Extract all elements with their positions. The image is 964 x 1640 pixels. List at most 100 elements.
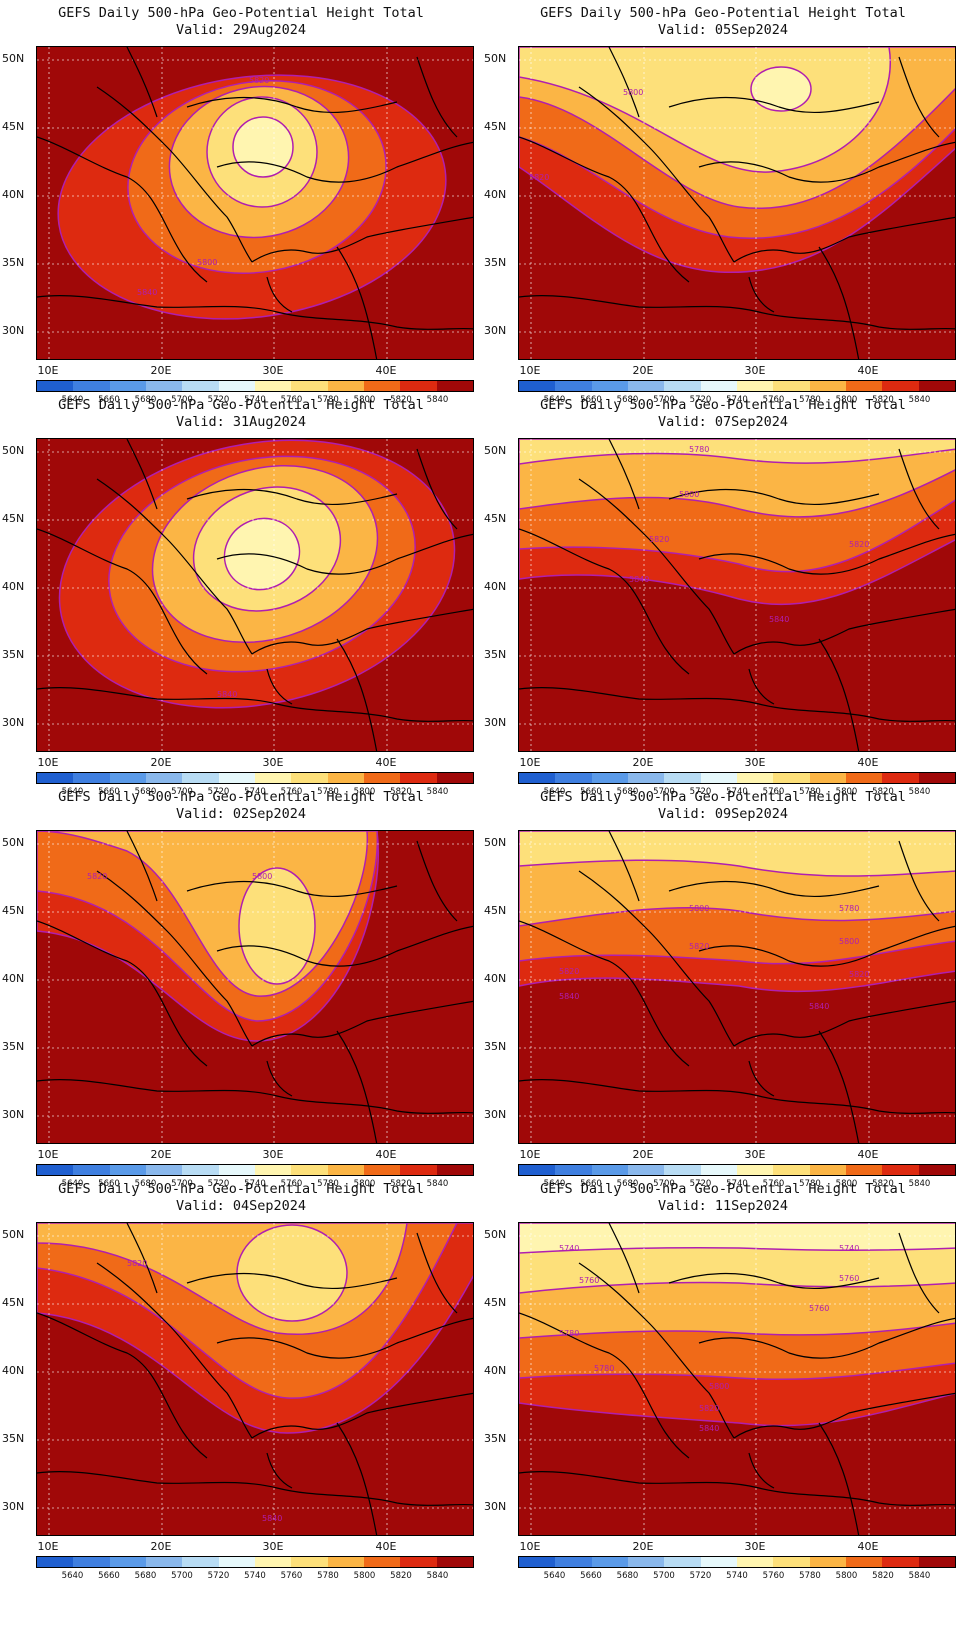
lat-tick-label: 50N — [2, 836, 25, 849]
colorbar-swatch — [400, 1557, 437, 1567]
coastline — [266, 1060, 293, 1097]
coastline — [608, 439, 640, 510]
colorbar-swatch — [591, 773, 628, 783]
map-svg: 5800 5820 — [37, 831, 473, 1143]
colorbar-label: 5740 — [244, 395, 266, 405]
panel-valid-date: Valid: 29Aug2024 — [175, 22, 307, 38]
colorbar-swatch — [736, 1557, 774, 1567]
lat-tick-label: 35N — [2, 648, 25, 661]
lon-tick-label: 10E — [37, 756, 59, 769]
coastline — [748, 668, 775, 705]
contour-label: 5800 — [679, 490, 699, 499]
panel-title: GEFS Daily 500-hPa Geo-Potential Height … — [58, 397, 424, 413]
lat-tick-label: 30N — [2, 324, 25, 337]
colorbar-label: 5700 — [171, 395, 193, 405]
lon-tick-label: 10E — [37, 364, 59, 377]
lat-tick-label: 35N — [2, 1432, 25, 1445]
contour-label: 5840 — [769, 615, 789, 624]
colorbar-label: 5660 — [580, 1571, 602, 1581]
colorbar-label: 5800 — [353, 787, 376, 797]
colorbar-swatch — [436, 773, 473, 783]
coastline — [216, 925, 473, 967]
coastline — [578, 1262, 735, 1439]
map-svg: 5780 5800 5820 5820 5840 5840 — [519, 439, 955, 751]
geopotential-height-map: 5800 5820 — [36, 830, 474, 1144]
colorbar-label: 5640 — [543, 395, 566, 405]
coastline — [733, 1000, 955, 1047]
colorbar-label: 5780 — [317, 395, 339, 405]
colorbar-label: 5800 — [835, 395, 858, 405]
colorbar-swatch — [109, 1165, 146, 1175]
colorbar-swatch — [218, 381, 255, 391]
colorbar-swatch — [363, 773, 401, 783]
colorbar-label: 5840 — [426, 1571, 449, 1581]
coastline — [733, 216, 955, 263]
colorbar-label: 5720 — [207, 787, 230, 797]
colorbar-swatch — [37, 1557, 74, 1567]
map-panel-29Aug2024: GEFS Daily 500-hPa Geo-Potential Height … — [0, 0, 482, 410]
map-svg: 5800 5820 — [519, 47, 955, 359]
lat-tick-label: 35N — [484, 1040, 507, 1053]
colorbar-label: 5820 — [872, 787, 894, 797]
geopotential-height-map: 5840 — [36, 438, 474, 752]
colorbar-label: 5740 — [726, 787, 748, 797]
contour-region — [519, 831, 955, 877]
colorbar-swatch — [327, 381, 364, 391]
colorbar-label: 5640 — [543, 1571, 566, 1581]
colorbar-label: 5780 — [799, 395, 821, 405]
colorbar-label: 5760 — [280, 395, 303, 405]
lat-tick-label: 45N — [484, 512, 507, 525]
lat-tick-label: 35N — [484, 256, 507, 269]
colorbar-label: 5780 — [317, 787, 339, 797]
colorbar-swatch — [436, 381, 473, 391]
colorbar-swatch — [145, 381, 183, 391]
colorbar-swatch — [918, 1557, 955, 1567]
lon-tick-label: 30E — [744, 364, 766, 377]
colorbar-swatch — [591, 1557, 628, 1567]
geopotential-height-map: 5820 5800 5840 — [36, 46, 474, 360]
lon-tick-label: 30E — [744, 1148, 766, 1161]
coastline — [733, 608, 955, 655]
colorbar-swatch — [555, 1557, 592, 1567]
colorbar-label: 5840 — [908, 1179, 931, 1189]
colorbar — [518, 1164, 956, 1176]
contour-label: 5800 — [689, 904, 709, 913]
colorbar-swatch — [664, 1557, 701, 1567]
colorbar-swatch — [555, 773, 592, 783]
coastline — [608, 47, 640, 118]
panel-valid-date: Valid: 02Sep2024 — [175, 806, 307, 822]
colorbar-label: 5660 — [98, 395, 120, 405]
coastline — [578, 870, 735, 1047]
colorbar-label: 5760 — [762, 1571, 785, 1581]
colorbar — [36, 1556, 474, 1568]
lat-tick-label: 40N — [2, 1364, 25, 1377]
colorbar-label: 5780 — [799, 1179, 821, 1189]
lat-tick-label: 30N — [2, 716, 25, 729]
map-svg: 5800 5780 5800 5820 5820 5820 5840 5840 — [519, 831, 955, 1143]
contour-label: 5800 — [709, 1382, 729, 1391]
coastline — [37, 1079, 473, 1114]
panel-valid-date: Valid: 31Aug2024 — [175, 414, 307, 430]
colorbar-label: 5840 — [908, 395, 931, 405]
colorbar-label: 5660 — [98, 1179, 120, 1189]
colorbar-swatch — [700, 1557, 737, 1567]
colorbar-swatch — [555, 1165, 592, 1175]
colorbar-swatch — [773, 1557, 810, 1567]
contour-label: 5760 — [839, 1274, 859, 1283]
colorbar-label: 5740 — [726, 1179, 748, 1189]
colorbar-swatch — [73, 773, 110, 783]
colorbar-label: 5820 — [872, 1571, 894, 1581]
lon-tick-label: 40E — [375, 1540, 397, 1553]
colorbar-label: 5740 — [244, 1571, 266, 1581]
coastline — [818, 246, 860, 359]
lat-tick-label: 45N — [2, 904, 25, 917]
lat-tick-label: 40N — [484, 580, 507, 593]
colorbar-label: 5780 — [317, 1571, 339, 1581]
coastline — [186, 1272, 398, 1290]
coastline — [266, 668, 293, 705]
colorbar-swatch — [400, 381, 437, 391]
colorbar-swatch — [627, 1165, 665, 1175]
colorbar-label: 5680 — [134, 1571, 157, 1581]
coastline — [126, 831, 158, 902]
coastline — [668, 880, 880, 898]
